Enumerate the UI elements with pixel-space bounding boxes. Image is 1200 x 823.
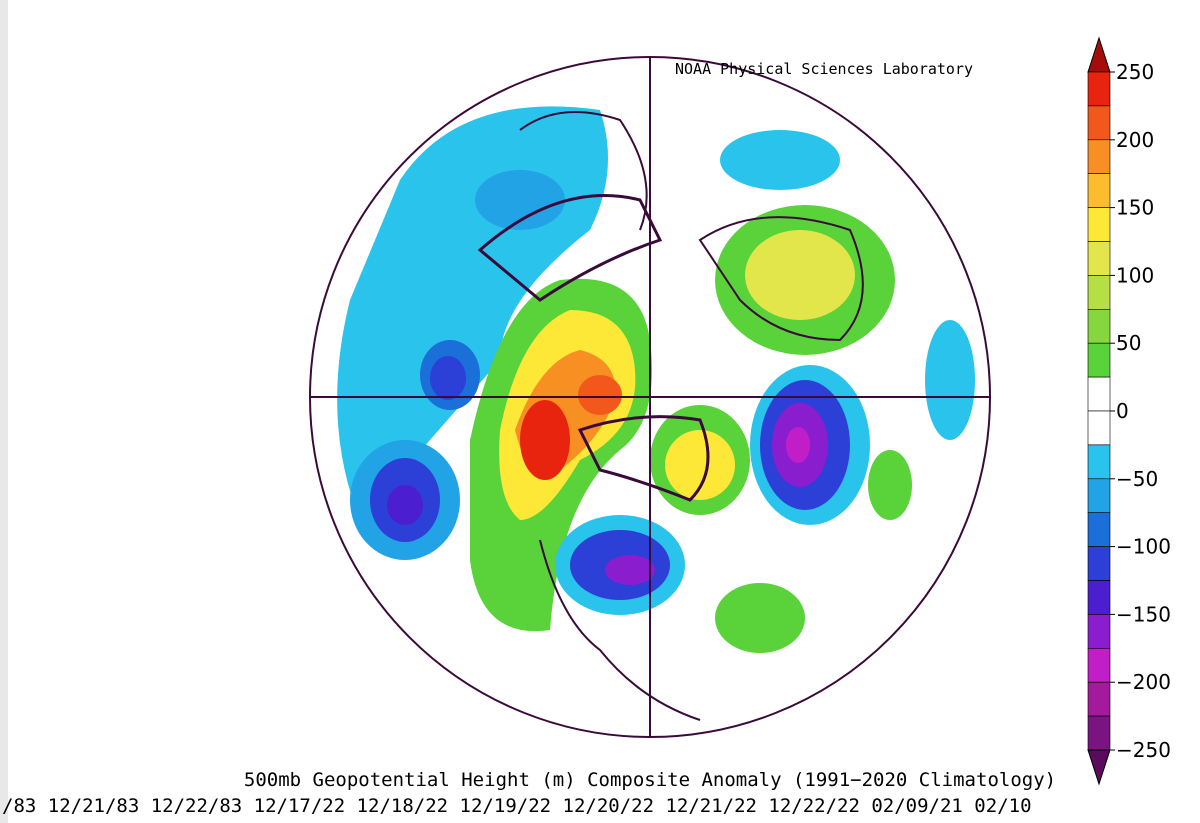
- colorbar-tick-label: −200: [1116, 670, 1171, 694]
- colorbar-bin: [1087, 241, 1111, 276]
- colorbar-tick-label: 50: [1116, 331, 1141, 355]
- colorbar-bin: [1087, 546, 1111, 581]
- colorbar-bin: [1087, 681, 1111, 717]
- caption-title: 500mb Geopotential Height (m) Composite …: [244, 769, 1056, 791]
- colorbar-bin: [1087, 478, 1111, 513]
- colorbar-tick-label: 250: [1116, 60, 1154, 84]
- colorbar-tick-label: −100: [1116, 535, 1171, 559]
- colorbar-end: [1087, 36, 1111, 73]
- colorbar-bin: [1087, 376, 1111, 412]
- colorbar-tick-label: −250: [1116, 738, 1171, 762]
- lab-label: NOAA Physical Sciences Laboratory: [675, 60, 973, 78]
- colorbar-bin: [1087, 139, 1111, 175]
- colorbar-tick-label: −50: [1116, 467, 1158, 491]
- colorbar-tick-label: 200: [1116, 128, 1154, 152]
- colorbar-bin: [1087, 207, 1111, 242]
- caption-dates: /83 12/21/83 12/22/83 12/17/22 12/18/22 …: [2, 795, 1032, 817]
- colorbar-tick-label: 0: [1116, 399, 1129, 423]
- colorbar-tick-label: −150: [1116, 602, 1171, 626]
- colorbar-tick-label: 150: [1116, 196, 1154, 220]
- colorbar-bin: [1087, 308, 1111, 344]
- colorbar-bin: [1087, 580, 1111, 615]
- colorbar-tick-label: 100: [1116, 263, 1154, 287]
- colorbar-bin: [1087, 71, 1111, 107]
- anomaly-field: [337, 106, 975, 721]
- colorbar-bin: [1087, 342, 1111, 378]
- colorbar-bin: [1087, 275, 1111, 310]
- colorbar-bin: [1087, 105, 1111, 141]
- colorbar-bin: [1087, 173, 1111, 208]
- colorbar-bin: [1087, 647, 1111, 683]
- colorbar-end: [1087, 749, 1111, 786]
- colorbar-bin: [1087, 715, 1111, 751]
- colorbar-bin: [1087, 614, 1111, 649]
- left-edge: [0, 0, 8, 823]
- colorbar-bin: [1087, 512, 1111, 547]
- colorbar: 250 200 150 100 50 0 −50 −100 −150 −200 −250: [1087, 36, 1171, 786]
- colorbar-bin: [1087, 410, 1111, 446]
- colorbar-bin: [1087, 444, 1111, 480]
